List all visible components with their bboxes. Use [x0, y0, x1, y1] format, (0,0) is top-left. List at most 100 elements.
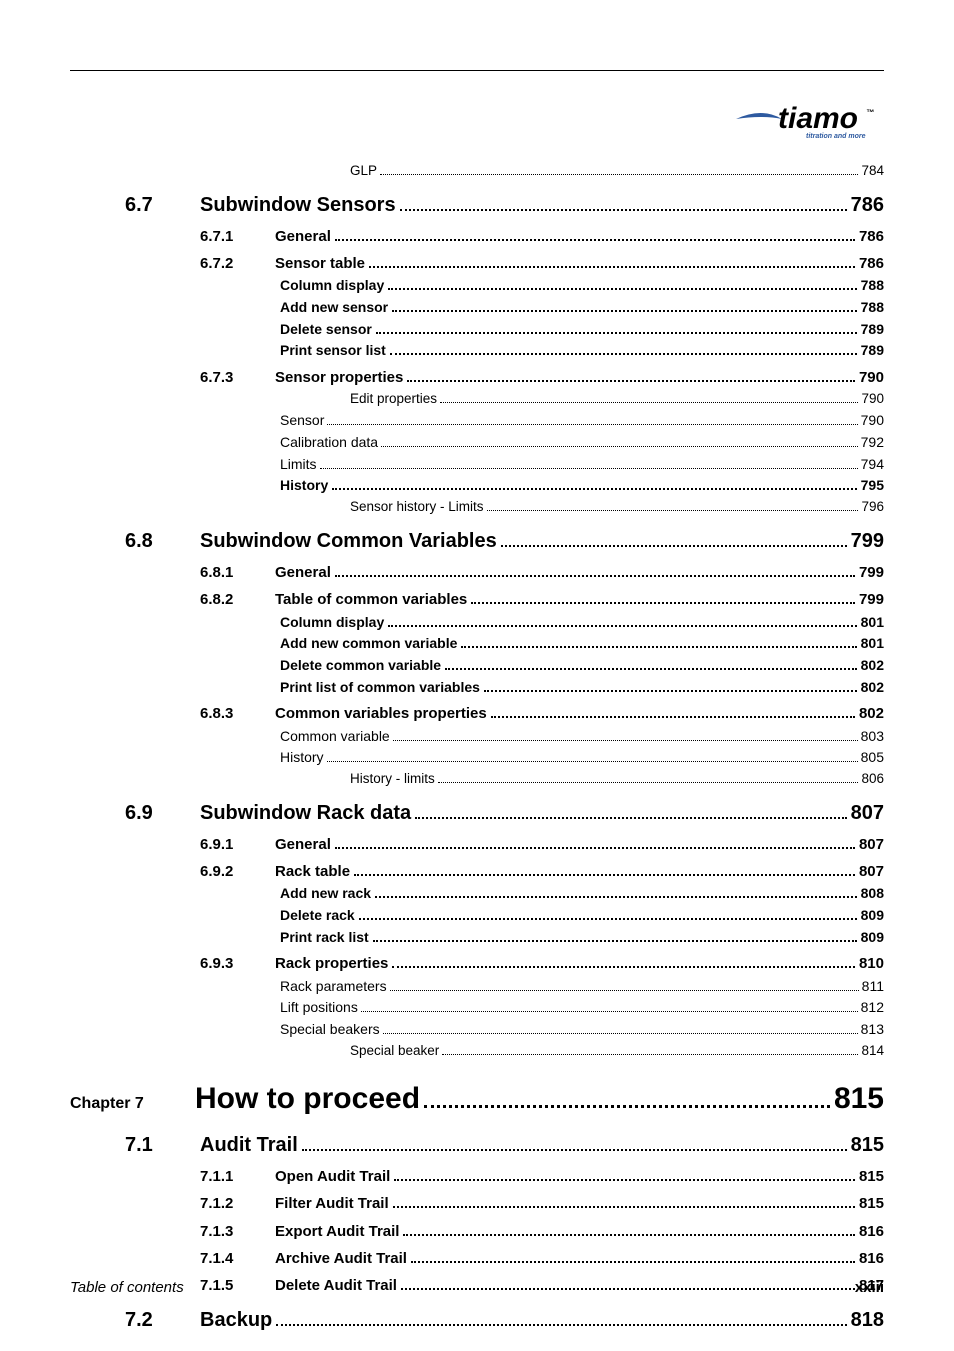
toc-number: 6.8 — [125, 526, 200, 557]
toc-label: Rack parameters — [280, 976, 387, 998]
toc-label: Sensor history - Limits — [350, 497, 484, 518]
toc-row: History805 — [70, 747, 884, 769]
toc-leader — [440, 393, 858, 403]
toc-row: 6.8Subwindow Common Variables799 — [70, 526, 884, 557]
toc-page: 792 — [861, 432, 884, 454]
toc-leader — [407, 370, 855, 383]
toc-row: 7.1.3Export Audit Trail816 — [70, 1220, 884, 1243]
toc-number: 6.7.3 — [200, 366, 275, 389]
toc-page: 809 — [861, 927, 884, 949]
toc-label: Subwindow Sensors — [200, 190, 396, 221]
toc-label: Audit Trail — [200, 1130, 298, 1161]
toc-row: History - limits 806 — [70, 769, 884, 790]
toc-leader — [381, 436, 858, 447]
toc-leader — [332, 479, 856, 491]
toc-label: GLP — [350, 161, 377, 182]
toc-page: 806 — [861, 769, 884, 790]
footer-left: Table of contents — [70, 1279, 184, 1296]
toc-leader — [388, 615, 856, 627]
toc-row: Print list of common variables802 — [70, 677, 884, 699]
toc-page: 815 — [859, 1165, 884, 1188]
toc-row: Delete rack809 — [70, 905, 884, 927]
toc-page: 815 — [859, 1192, 884, 1215]
toc-row: Add new rack808 — [70, 883, 884, 905]
toc-row: History795 — [70, 475, 884, 497]
toc-page: 815 — [834, 1076, 884, 1123]
toc-row: 7.1.4Archive Audit Trail816 — [70, 1247, 884, 1270]
toc-label: How to proceed — [195, 1076, 420, 1123]
logo-wrap: tiamo ™ titration and more — [70, 101, 884, 141]
toc-leader — [369, 256, 855, 269]
toc-label: Table of common variables — [275, 588, 467, 611]
toc-row: Column display788 — [70, 275, 884, 297]
toc-row: 6.9.1General807 — [70, 833, 884, 856]
toc-row: Sensor790 — [70, 410, 884, 432]
toc-row: Edit properties790 — [70, 389, 884, 410]
toc-page: 786 — [851, 190, 884, 221]
toc-leader — [327, 415, 857, 426]
toc-label: Delete common variable — [280, 655, 441, 677]
toc-page: 795 — [861, 475, 884, 497]
svg-text:titration and more: titration and more — [806, 133, 866, 140]
toc-page: 809 — [861, 905, 884, 927]
toc-label: Special beakers — [280, 1019, 380, 1041]
toc-leader — [501, 531, 847, 547]
toc-page: 796 — [861, 497, 884, 518]
toc-page: 812 — [861, 997, 884, 1019]
toc-leader — [415, 803, 846, 819]
toc-page: 802 — [859, 702, 884, 725]
toc-leader — [354, 864, 855, 877]
toc-label: Open Audit Trail — [275, 1165, 390, 1188]
toc-number: 6.8.1 — [200, 561, 275, 584]
toc-row: Column display801 — [70, 612, 884, 634]
toc-page: 788 — [861, 275, 884, 297]
toc-label: Special beaker — [350, 1041, 439, 1062]
toc-row: 7.2Backup818 — [70, 1305, 884, 1336]
toc-row: 7.1.1Open Audit Trail815 — [70, 1165, 884, 1188]
toc-number: 7.2 — [125, 1305, 200, 1336]
toc-leader — [438, 772, 859, 782]
toc-row: 6.9.2Rack table807 — [70, 860, 884, 883]
toc-leader — [376, 322, 857, 334]
toc-page: 805 — [861, 747, 884, 769]
toc-page: 786 — [859, 252, 884, 275]
toc-page: 815 — [851, 1130, 884, 1161]
toc-page: 807 — [851, 798, 884, 829]
toc-page: 788 — [861, 297, 884, 319]
toc-leader — [393, 1196, 855, 1209]
toc-number: 7.1 — [125, 1130, 200, 1161]
toc-row: 6.7Subwindow Sensors 786 — [70, 190, 884, 221]
toc-label: Rack properties — [275, 952, 388, 975]
toc-label: History - limits — [350, 769, 435, 790]
page-footer: Table of contents xxiii — [70, 1279, 884, 1296]
toc-leader — [335, 836, 855, 849]
toc-row: Special beakers 813 — [70, 1019, 884, 1041]
toc-leader — [445, 658, 857, 670]
toc-leader — [388, 279, 856, 291]
toc-row: Rack parameters811 — [70, 976, 884, 998]
toc-leader — [320, 458, 858, 469]
toc-number: 7.1.4 — [200, 1247, 275, 1270]
toc-page: 816 — [859, 1247, 884, 1270]
toc-page: 794 — [861, 454, 884, 476]
toc-leader — [403, 1223, 855, 1236]
page: tiamo ™ titration and more GLP7846.7Subw… — [0, 0, 954, 1351]
brand-logo: tiamo ™ titration and more — [734, 101, 884, 141]
toc-number: 6.7 — [125, 190, 200, 221]
toc-leader — [400, 195, 847, 211]
toc-label: Print rack list — [280, 927, 369, 949]
toc-label: Sensor properties — [275, 366, 403, 389]
toc-page: 814 — [861, 1041, 884, 1062]
toc-row: 6.8.3Common variables properties802 — [70, 702, 884, 725]
toc-page: 790 — [859, 366, 884, 389]
toc-row: Special beaker 814 — [70, 1041, 884, 1062]
toc-leader — [393, 730, 858, 741]
toc-row: Delete common variable802 — [70, 655, 884, 677]
toc-row: 6.8.1General799 — [70, 561, 884, 584]
toc-leader — [276, 1310, 846, 1326]
toc-page: 790 — [861, 389, 884, 410]
toc-page: 813 — [861, 1019, 884, 1041]
toc-label: General — [275, 225, 331, 248]
toc-leader — [392, 300, 857, 312]
toc-label: Add new sensor — [280, 297, 388, 319]
